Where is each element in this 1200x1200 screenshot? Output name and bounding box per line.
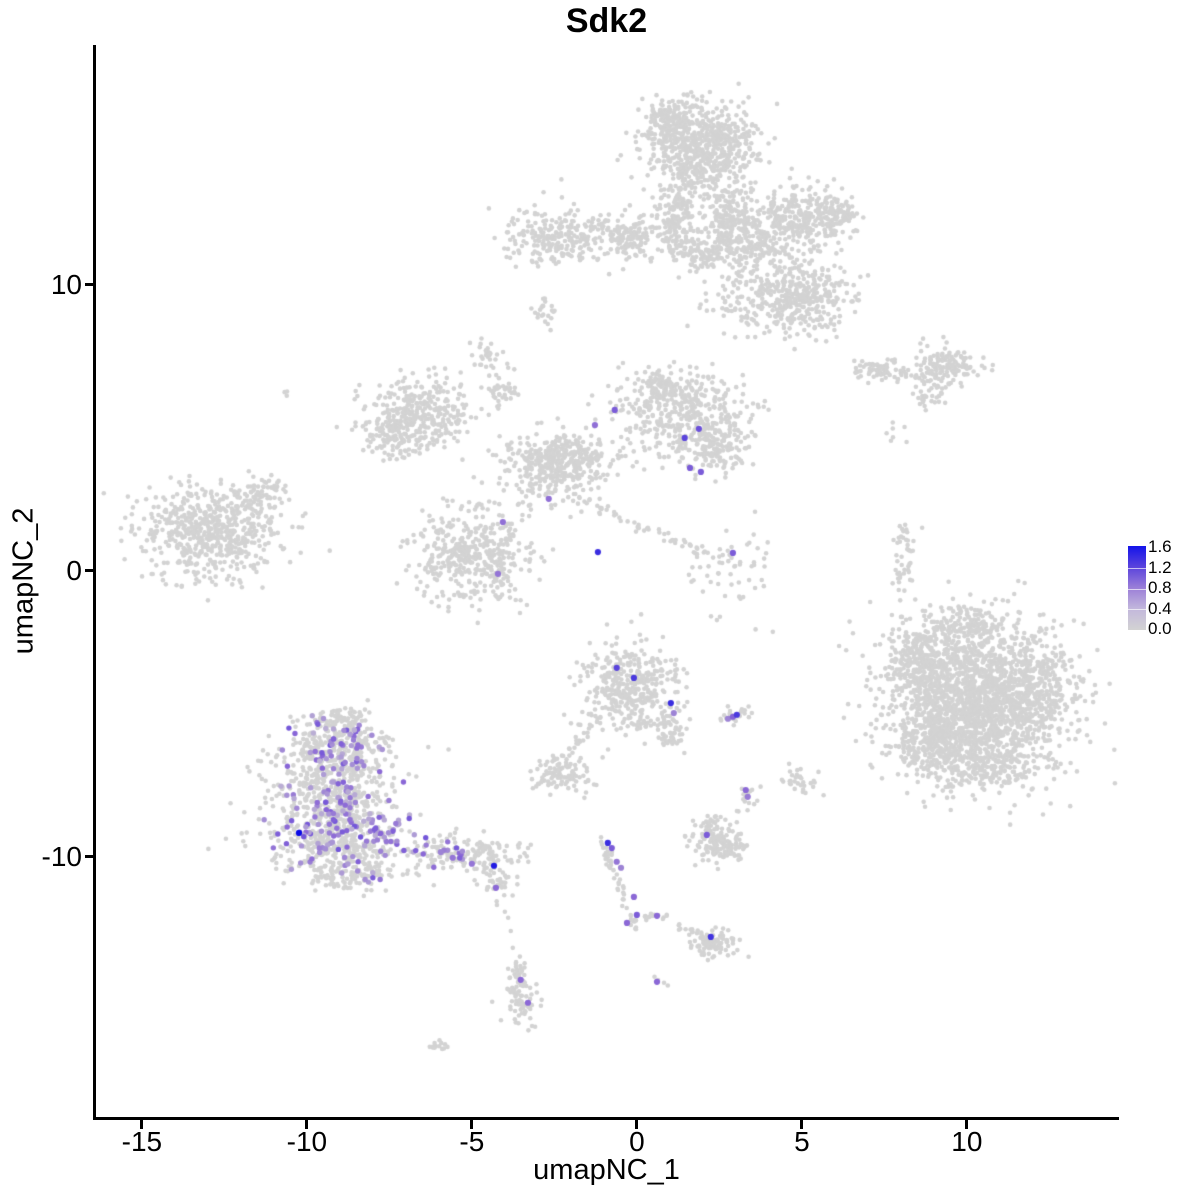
legend-tick-label: 1.6 <box>1148 537 1172 556</box>
colorbar-labels: 1.6 1.2 0.8 0.4 0.0 <box>1148 537 1172 640</box>
x-tick-mark <box>635 1120 639 1129</box>
x-tick-label: 5 <box>794 1126 810 1157</box>
colorbar-gradient <box>1128 546 1146 630</box>
x-axis-line <box>93 1117 1119 1120</box>
y-tick-mark <box>85 855 94 859</box>
colorbar-notch <box>1128 568 1146 570</box>
x-tick-mark <box>305 1120 309 1129</box>
x-tick-mark <box>800 1120 804 1129</box>
y-tick-label: 0 <box>66 554 82 586</box>
legend-tick-label: 0.4 <box>1148 598 1172 618</box>
x-tick-label: 0 <box>629 1126 645 1157</box>
plot-title: Sdk2 <box>565 2 648 40</box>
y-axis-label-text: umapNC_2 <box>7 507 40 655</box>
y-tick-label: -10 <box>41 840 82 872</box>
y-tick-mark <box>85 283 94 287</box>
x-tick-mark <box>140 1120 144 1129</box>
x-axis-label: umapNC_1 <box>533 1154 680 1186</box>
y-tick-mark <box>85 569 94 573</box>
y-axis-line <box>93 45 96 1120</box>
x-tick-label: 10 <box>951 1126 983 1157</box>
x-tick-label: -10 <box>286 1126 328 1157</box>
x-tick-label: -5 <box>459 1126 485 1157</box>
x-tick-mark <box>965 1120 969 1129</box>
colorbar-notch <box>1128 609 1146 611</box>
y-tick-label: 10 <box>50 268 82 300</box>
legend-tick-label: 0.8 <box>1148 578 1172 597</box>
x-tick-mark <box>470 1120 474 1129</box>
legend-tick-label: 0.0 <box>1148 619 1172 638</box>
legend-tick-label: 1.2 <box>1148 557 1172 577</box>
x-tick-label: -15 <box>121 1126 163 1157</box>
colorbar-notch <box>1128 588 1146 590</box>
